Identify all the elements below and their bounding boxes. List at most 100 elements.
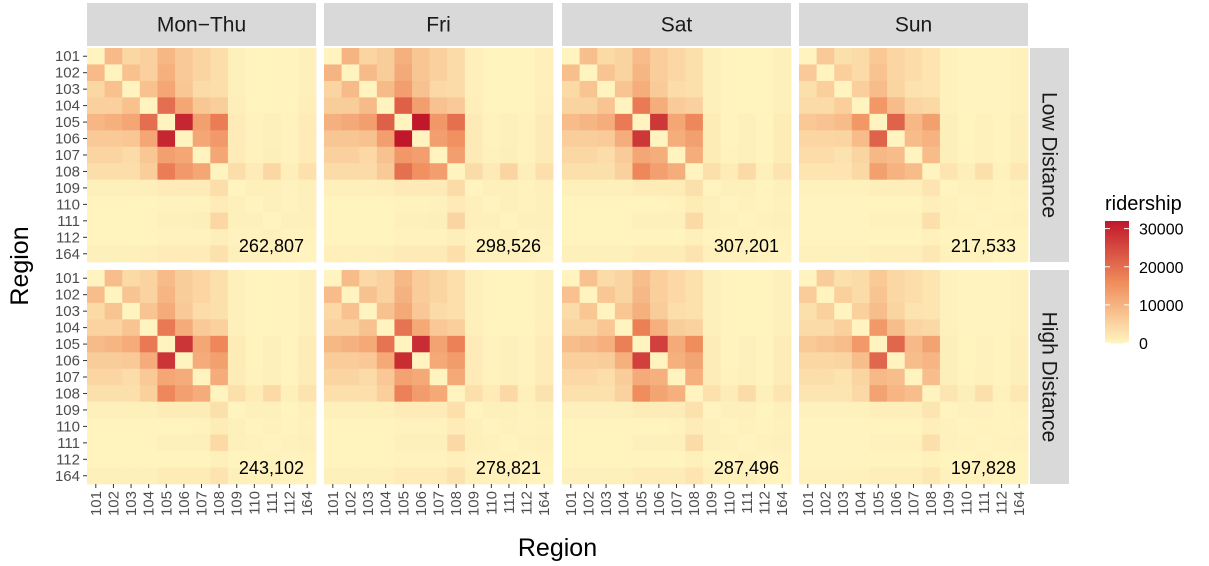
y-tick-label: 108	[55, 163, 80, 180]
heatmap-cell	[922, 270, 941, 287]
heatmap-cell	[720, 146, 739, 164]
legend-color-step	[1105, 286, 1129, 289]
row-strip-label: High Distance	[1038, 312, 1061, 443]
heatmap-cell	[957, 467, 976, 485]
heatmap-cell	[227, 212, 246, 230]
heatmap-cell	[464, 229, 483, 246]
heatmap-cell	[904, 97, 923, 115]
heatmap-cell	[104, 434, 123, 452]
heatmap-cell	[1010, 467, 1029, 485]
heatmap-cell	[834, 418, 853, 436]
heatmap-cell	[1010, 146, 1029, 164]
heatmap-cell	[500, 434, 519, 452]
heatmap-cell	[650, 368, 669, 386]
heatmap-cell	[359, 163, 378, 181]
heatmap-cell	[341, 212, 360, 230]
legend-color-step	[1105, 294, 1129, 297]
heatmap-cell	[359, 368, 378, 386]
heatmap-cell	[939, 352, 958, 370]
heatmap-cell	[376, 467, 395, 485]
heatmap-cell	[535, 245, 554, 263]
heatmap-cell	[975, 146, 994, 164]
heatmap-cell	[667, 245, 686, 263]
heatmap-cell	[482, 286, 501, 304]
heatmap-cell	[245, 48, 264, 65]
heatmap-cell	[139, 368, 158, 386]
heatmap-cell	[904, 130, 923, 148]
heatmap-cell	[280, 130, 299, 148]
x-tick-label: 111	[739, 491, 756, 514]
heatmap-cell	[482, 302, 501, 320]
heatmap-cell	[376, 80, 395, 98]
heatmap-cell	[324, 179, 343, 197]
heatmap-cell	[957, 451, 976, 468]
x-tick-label: 101	[800, 491, 817, 516]
heatmap-cell	[192, 467, 211, 485]
heatmap-cell	[720, 451, 739, 468]
heatmap-cell	[464, 130, 483, 148]
heatmap-cell	[975, 352, 994, 370]
heatmap-cell	[755, 48, 774, 65]
heatmap-cell	[939, 368, 958, 386]
heatmap-cell	[192, 368, 211, 386]
heatmap-cell	[192, 270, 211, 287]
heatmap-cell	[738, 245, 757, 263]
heatmap-cell	[614, 368, 633, 386]
heatmap-cell	[122, 418, 141, 436]
heatmap-cell	[447, 418, 466, 436]
heatmap-cell	[1010, 196, 1029, 214]
heatmap-cell	[210, 401, 229, 419]
legend-color-step	[1105, 279, 1129, 283]
heatmap-cell	[280, 212, 299, 230]
heatmap-cell	[429, 368, 448, 386]
heatmap-cell	[210, 451, 229, 468]
heatmap-cell	[429, 434, 448, 452]
heatmap-cell	[887, 196, 906, 214]
heatmap-cell	[517, 451, 536, 468]
heatmap-cell	[939, 335, 958, 353]
heatmap-cell	[720, 418, 739, 436]
legend-color-step	[1105, 275, 1129, 279]
heatmap-cell	[412, 48, 431, 65]
legend-color-step	[1105, 326, 1129, 330]
heatmap-cell	[579, 163, 598, 181]
heatmap-cell	[738, 368, 757, 386]
heatmap-cell	[887, 245, 906, 263]
heatmap-cell	[210, 319, 229, 337]
heatmap-cell	[482, 467, 501, 485]
heatmap-cell	[869, 80, 888, 98]
heatmap-cell	[562, 130, 581, 148]
heatmap-cell	[667, 229, 686, 246]
heatmap-cell	[517, 302, 536, 320]
heatmap-cell	[412, 467, 431, 485]
heatmap-cell	[245, 286, 264, 304]
heatmap-cell	[685, 212, 704, 230]
heatmap-cell	[869, 335, 888, 353]
heatmap-cell	[412, 229, 431, 246]
legend-color-step	[1105, 223, 1129, 226]
heatmap-cell	[816, 319, 835, 337]
heatmap-cell	[298, 286, 317, 304]
heatmap-cell	[834, 130, 853, 148]
heatmap-cell	[685, 418, 704, 436]
heatmap-cell	[324, 352, 343, 370]
heatmap-cell	[429, 229, 448, 246]
heatmap-cell	[562, 352, 581, 370]
heatmap-cell	[447, 212, 466, 230]
heatmap-cell	[324, 368, 343, 386]
heatmap-cell	[394, 418, 413, 436]
heatmap-cell	[957, 434, 976, 452]
heatmap-cell	[957, 229, 976, 246]
heatmap-cell	[359, 335, 378, 353]
heatmap-cell	[359, 245, 378, 263]
y-tick-label: 112	[56, 229, 80, 246]
heatmap-cell	[192, 401, 211, 419]
heatmap-cell	[904, 212, 923, 230]
heatmap-cell	[341, 401, 360, 419]
legend-color-step	[1105, 340, 1129, 344]
y-tick-label: 105	[55, 114, 80, 131]
heatmap-cell	[104, 401, 123, 419]
heatmap-cell	[773, 368, 792, 386]
heatmap-cell	[104, 335, 123, 353]
heatmap-cell	[298, 163, 317, 181]
